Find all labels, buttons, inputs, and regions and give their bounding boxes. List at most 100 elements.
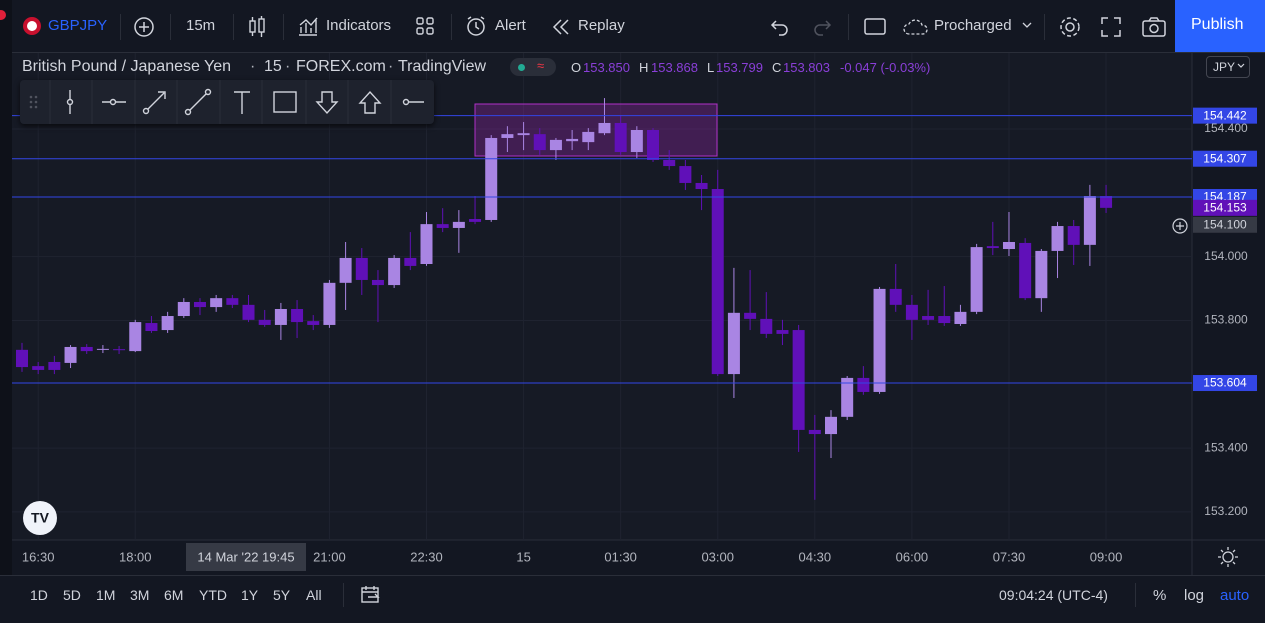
range-button[interactable]: 1D [30, 587, 48, 603]
publish-button[interactable]: Publish [1191, 16, 1244, 33]
x-tick-label: 22:30 [410, 549, 443, 564]
trend-line-tool[interactable] [184, 88, 212, 116]
candle-body [404, 257, 417, 266]
range-button[interactable]: All [306, 587, 322, 603]
candle-body [938, 316, 951, 324]
indicators-button[interactable]: Indicators [326, 17, 392, 34]
vertical-line-tool[interactable] [66, 90, 74, 114]
rectangle-tool[interactable] [273, 91, 297, 113]
clock[interactable]: 09:04:24 (UTC-4) [999, 587, 1108, 603]
replay-button[interactable]: Replay [578, 17, 625, 34]
chart-type[interactable] [246, 15, 268, 39]
chart: 154.442154.307154.187153.604154.153154.1… [12, 53, 1265, 575]
candle-body [64, 346, 77, 363]
layout-name[interactable]: Procharged [934, 17, 1012, 34]
market-status[interactable] [510, 58, 556, 76]
y-tick-label: 154.000 [1204, 249, 1248, 263]
candle-body [501, 134, 514, 138]
candle-body [210, 298, 223, 308]
arrow-tool[interactable] [142, 91, 166, 115]
candle-body [469, 219, 482, 222]
candle-body [905, 304, 918, 320]
open-value: 153.850 [583, 60, 630, 75]
candle-body [226, 298, 239, 305]
candle-body [1035, 250, 1048, 299]
candle-body [1051, 226, 1064, 251]
range-button[interactable]: 1M [96, 587, 116, 603]
settings-button[interactable] [1058, 15, 1082, 39]
candle-body [760, 318, 773, 334]
candle-body [1002, 241, 1015, 250]
arrow-down-tool[interactable] [315, 91, 339, 115]
rectangle-drawing[interactable] [474, 103, 718, 157]
symbol[interactable]: GBPJPY [48, 17, 108, 34]
candle-body [242, 304, 255, 320]
symbol-name: British Pound / Japanese Yen [22, 58, 232, 75]
x-tick-label: 09:00 [1090, 549, 1123, 564]
alert-button[interactable]: Alert [495, 17, 526, 34]
range-button[interactable]: 1Y [241, 587, 259, 603]
top-toolbar [0, 0, 1265, 53]
separator [1044, 14, 1045, 40]
log-toggle[interactable]: log [1184, 587, 1205, 604]
high-label: H [639, 60, 649, 75]
crosshair-price-box [1193, 216, 1257, 233]
auto-toggle[interactable]: auto [1220, 587, 1250, 604]
x-tick-label: 04:30 [799, 549, 832, 564]
publish-bg [1175, 0, 1265, 52]
candle-body [339, 257, 352, 283]
candle-body [420, 224, 433, 265]
interval[interactable]: 15m [186, 17, 216, 34]
candle-body [113, 349, 126, 351]
crosshair-price-label: 154.100 [1203, 217, 1247, 231]
text-tool[interactable] [234, 91, 250, 114]
add-symbol[interactable] [133, 16, 155, 38]
range-button[interactable]: 3M [130, 587, 150, 603]
low-label: L [707, 60, 715, 75]
candle-body [177, 301, 190, 317]
currency-box[interactable] [1206, 56, 1250, 78]
x-tick-label: 06:00 [896, 549, 929, 564]
candle-body [792, 330, 805, 430]
candle-body [889, 288, 902, 305]
candle-body [825, 416, 837, 435]
horizontal-line-label: 154.442 [1203, 108, 1247, 122]
close-value: 153.803 [783, 60, 830, 75]
percent-toggle[interactable]: % [1153, 587, 1167, 604]
x-tick-label: 01:30 [604, 549, 637, 564]
horizontal-line-tool[interactable] [402, 98, 425, 106]
fullscreen-toggle[interactable] [863, 16, 887, 38]
candle-body [323, 282, 336, 325]
go-to-date[interactable] [360, 584, 382, 604]
bottom-bar [0, 575, 1265, 623]
screenshot-button[interactable] [1141, 16, 1167, 38]
crosshair-time-box [186, 543, 306, 571]
undo-button[interactable] [770, 18, 790, 36]
redo-button[interactable] [812, 18, 832, 36]
range-button[interactable]: 6M [164, 587, 184, 603]
candle-body [711, 189, 724, 375]
arrow-up-tool[interactable] [358, 90, 382, 114]
candle-body [922, 316, 935, 320]
candle-body [193, 301, 206, 308]
candle-body [291, 308, 304, 323]
range-button[interactable]: 5Y [273, 587, 291, 603]
candle-body [663, 159, 676, 167]
range-button[interactable]: 5D [63, 587, 81, 603]
time-settings[interactable] [1218, 547, 1238, 567]
candle-body [857, 377, 870, 392]
separator [1135, 583, 1136, 607]
candle-body [679, 166, 692, 183]
flag-icon [23, 17, 41, 35]
add-level-button[interactable] [1172, 218, 1188, 234]
currency[interactable]: JPY [1213, 60, 1236, 74]
layouts-button[interactable] [415, 16, 435, 36]
fullscreen-button[interactable] [1100, 16, 1122, 38]
horizontal-ray-tool[interactable] [102, 98, 126, 106]
range-button[interactable]: YTD [199, 587, 227, 603]
horizontal-line-box [1193, 375, 1257, 392]
alert-icon [467, 16, 485, 36]
x-tick-label: 18:00 [119, 549, 152, 564]
open-label: O [571, 60, 582, 75]
layout-caret[interactable] [1022, 22, 1032, 30]
